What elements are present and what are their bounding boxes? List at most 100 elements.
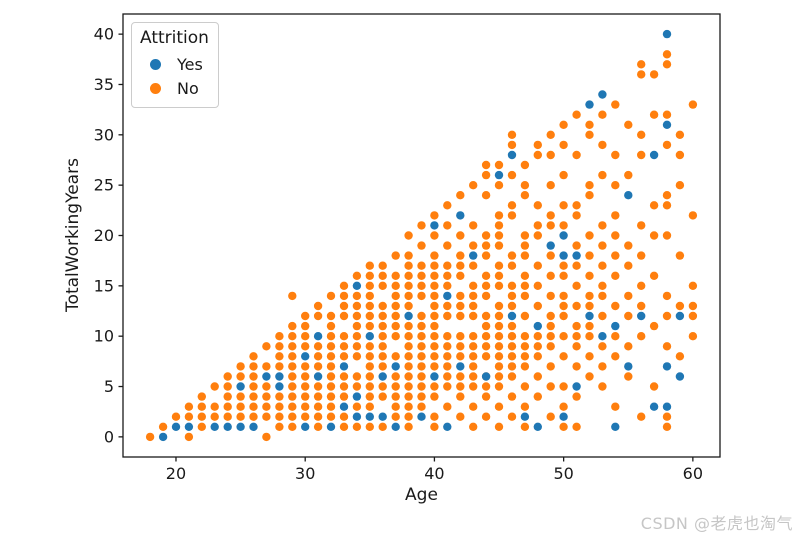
data-point-no (559, 402, 568, 411)
data-point-no (585, 332, 594, 341)
data-point-yes (611, 422, 620, 431)
data-point-no (275, 402, 284, 411)
data-point-no (637, 70, 646, 79)
data-point-no (637, 332, 646, 341)
data-point-no (391, 412, 400, 421)
data-point-yes (275, 372, 284, 381)
data-point-yes (391, 422, 400, 431)
data-point-no (262, 402, 271, 411)
data-point-yes (275, 382, 284, 391)
data-point-no (611, 271, 620, 280)
data-point-no (352, 352, 362, 361)
data-point-no (688, 281, 698, 290)
data-point-no (352, 382, 362, 391)
data-point-no (391, 251, 400, 260)
data-point-no (546, 221, 555, 230)
data-point-no (391, 332, 400, 341)
data-point-no (520, 231, 530, 240)
data-point-no (365, 291, 374, 301)
data-point-no (313, 422, 323, 431)
data-point-no (404, 362, 413, 371)
data-point-no (326, 392, 336, 401)
data-point-no (249, 352, 258, 361)
data-point-no (365, 372, 374, 381)
data-point-no (481, 412, 491, 421)
data-point-yes (236, 382, 245, 391)
data-point-no (637, 221, 646, 230)
data-point-no (365, 342, 374, 351)
data-point-no (365, 261, 374, 270)
data-point-no (378, 362, 387, 371)
data-point-no (507, 412, 517, 421)
data-point-no (352, 342, 362, 351)
data-point-no (520, 422, 530, 431)
data-point-no (611, 332, 620, 341)
series-no (145, 50, 698, 442)
data-point-no (249, 362, 258, 371)
data-point-no (352, 372, 362, 381)
data-point-no (662, 412, 672, 421)
data-point-no (404, 332, 413, 341)
data-point-no (456, 301, 465, 311)
data-point-no (585, 191, 594, 200)
data-point-no (417, 342, 426, 351)
data-point-no (430, 211, 439, 220)
data-point-no (559, 140, 568, 150)
data-point-no (507, 251, 517, 260)
series-yes (158, 29, 685, 442)
data-point-no (288, 402, 297, 411)
data-point-no (352, 402, 362, 411)
data-point-no (430, 382, 439, 391)
data-point-yes (662, 29, 672, 39)
data-point-no (417, 382, 426, 391)
data-point-no (546, 332, 555, 341)
data-point-no (559, 422, 568, 431)
y-axis-label: TotalWorkingYears (63, 158, 83, 312)
data-point-no (598, 110, 607, 119)
data-point-yes (559, 251, 568, 260)
data-point-no (507, 372, 517, 381)
data-point-no (481, 352, 491, 361)
data-point-yes (301, 422, 310, 431)
data-point-no (404, 422, 413, 431)
data-point-no (430, 342, 439, 351)
data-point-no (352, 321, 362, 331)
data-point-no (378, 422, 387, 431)
data-point-no (223, 412, 232, 421)
data-point-no (262, 432, 271, 442)
data-point-yes (662, 120, 672, 129)
data-point-no (404, 281, 413, 290)
data-point-no (365, 422, 374, 431)
data-point-yes (456, 362, 465, 371)
data-point-no (469, 382, 478, 391)
data-point-no (481, 291, 491, 301)
data-point-yes (662, 362, 672, 371)
data-point-yes (210, 422, 219, 431)
data-point-no (391, 321, 400, 331)
data-point-no (404, 251, 413, 260)
data-point-no (365, 301, 374, 311)
data-point-no (649, 70, 659, 79)
data-point-no (546, 311, 555, 321)
data-point-no (585, 301, 594, 311)
data-point-no (688, 211, 698, 220)
data-point-no (301, 362, 310, 371)
data-point-no (507, 261, 517, 270)
data-point-no (572, 110, 581, 119)
data-point-no (637, 130, 646, 139)
data-point-no (520, 362, 530, 371)
legend-marker-yes-icon (150, 58, 161, 70)
data-point-no (649, 382, 659, 391)
data-point-no (417, 271, 426, 280)
data-point-no (481, 382, 491, 391)
data-point-no (598, 170, 607, 180)
data-point-no (378, 271, 387, 280)
data-point-no (624, 170, 633, 180)
data-point-no (559, 382, 568, 391)
data-point-no (572, 201, 581, 210)
data-point-no (184, 432, 194, 442)
data-point-no (598, 362, 607, 371)
data-point-no (417, 362, 426, 371)
data-point-no (507, 362, 517, 371)
data-point-no (585, 321, 594, 331)
